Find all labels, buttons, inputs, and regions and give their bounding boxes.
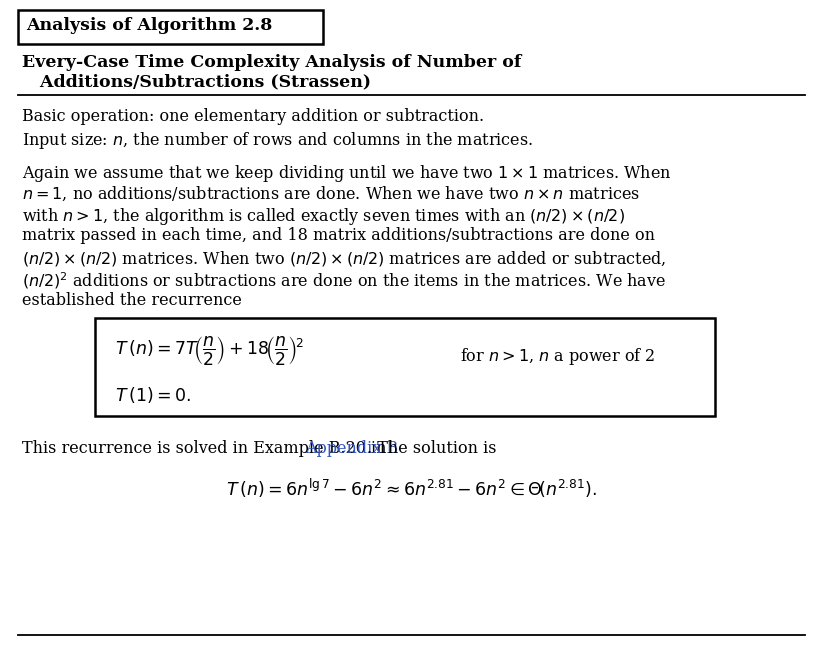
Text: $T\,(1) = 0.$: $T\,(1) = 0.$	[115, 385, 191, 405]
Text: Every-Case Time Complexity Analysis of Number of: Every-Case Time Complexity Analysis of N…	[22, 54, 522, 71]
Text: Again we assume that we keep dividing until we have two $1 \times 1$ matrices. W: Again we assume that we keep dividing un…	[22, 163, 672, 184]
Text: for $n > 1$, $n$ a power of 2: for $n > 1$, $n$ a power of 2	[460, 346, 655, 367]
Text: $T\,(n) = 6n^{\lg 7} - 6n^2 \approx 6n^{2.81} - 6n^2 \in \Theta\!\left(n^{2.81}\: $T\,(n) = 6n^{\lg 7} - 6n^2 \approx 6n^{…	[226, 477, 597, 500]
Text: $(n/2)^2$ additions or subtractions are done on the items in the matrices. We ha: $(n/2)^2$ additions or subtractions are …	[22, 270, 666, 291]
Text: Input size: $n$, the number of rows and columns in the matrices.: Input size: $n$, the number of rows and …	[22, 130, 533, 151]
Text: $T\,(n) = 7T\!\left(\dfrac{n}{2}\right) + 18\!\left(\dfrac{n}{2}\right)^{\!2}$: $T\,(n) = 7T\!\left(\dfrac{n}{2}\right) …	[115, 334, 304, 367]
Text: Additions/Subtractions (Strassen): Additions/Subtractions (Strassen)	[22, 73, 371, 90]
Text: $(n/2) \times (n/2)$ matrices. When two $(n/2) \times (n/2)$ matrices are added : $(n/2) \times (n/2)$ matrices. When two …	[22, 249, 667, 268]
Text: matrix passed in each time, and 18 matrix additions/subtractions are done on: matrix passed in each time, and 18 matri…	[22, 227, 655, 244]
Text: with $n > 1$, the algorithm is called exactly seven times with an $(n/2) \times : with $n > 1$, the algorithm is called ex…	[22, 206, 625, 227]
Text: $n = 1$, no additions/subtractions are done. When we have two $n \times n$ matri: $n = 1$, no additions/subtractions are d…	[22, 185, 640, 203]
Text: This recurrence is solved in Example B.20 in: This recurrence is solved in Example B.2…	[22, 440, 392, 457]
Bar	[18, 10, 323, 44]
Text: . The solution is: . The solution is	[367, 440, 497, 457]
Text: established the recurrence: established the recurrence	[22, 292, 242, 309]
Text: Appendix B: Appendix B	[305, 440, 398, 457]
Text: Analysis of Algorithm 2.8: Analysis of Algorithm 2.8	[26, 17, 272, 34]
Bar	[95, 318, 715, 416]
Text: Basic operation: one elementary addition or subtraction.: Basic operation: one elementary addition…	[22, 108, 484, 125]
